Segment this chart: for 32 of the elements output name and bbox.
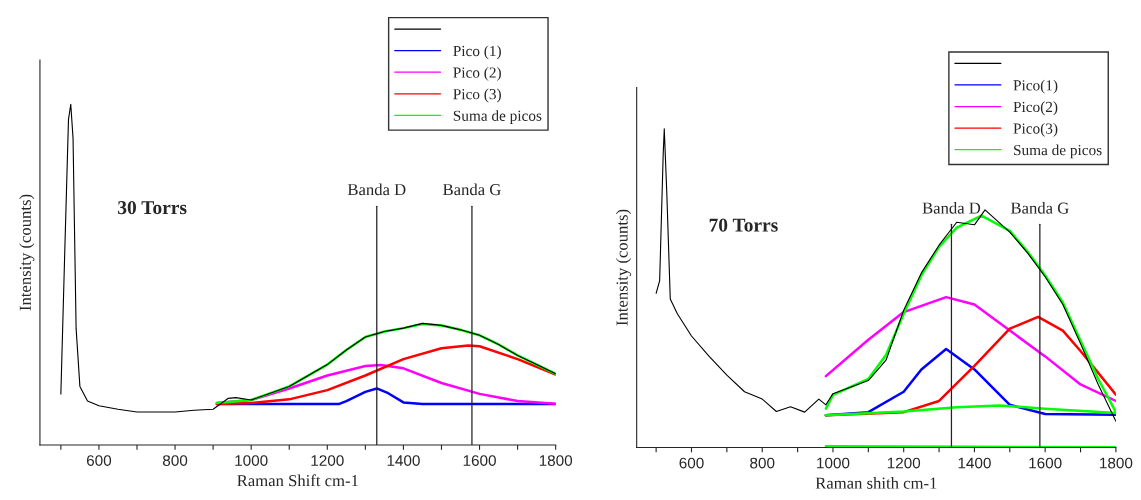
x-tick-label: 1200 (887, 457, 921, 469)
x-tick-label: 800 (162, 455, 188, 466)
legend-label: Pico (3) (453, 88, 501, 103)
x-axis-title: Raman shith cm-1 (815, 477, 937, 489)
x-axis-title: Raman Shift cm-1 (237, 474, 358, 487)
ref-line-label: Banda G (1010, 201, 1069, 214)
ref-line-label: Banda G (443, 183, 501, 196)
legend-label: Pico (2) (453, 66, 501, 81)
x-tick-label: 1000 (235, 455, 268, 466)
x-tick-label: 1800 (1100, 457, 1133, 469)
x-tick-label: 800 (750, 457, 775, 469)
x-tick-label: 1800 (539, 455, 573, 466)
annotation: 30 Torrs (118, 201, 187, 215)
legend-label: Pico(1) (1013, 79, 1058, 94)
legend-label: Pico (1) (453, 45, 501, 60)
x-tick-label: 1400 (958, 457, 991, 469)
y-axis-title: Intensity (counts) (615, 209, 632, 326)
ref-line-label: Banda D (347, 183, 406, 196)
x-tick-label: 600 (86, 455, 112, 466)
x-tick-label: 1600 (1029, 457, 1062, 469)
x-tick-label: 1200 (311, 455, 344, 466)
legend-label: Pico(3) (1013, 122, 1058, 137)
x-tick-label: 1400 (387, 455, 420, 466)
x-tick-label: 600 (679, 457, 704, 469)
x-tick-label: 1600 (463, 455, 496, 466)
y-axis-title: Intensity (counts) (19, 194, 35, 311)
legend-label: Suma de picos (453, 110, 542, 124)
annotation: 70 Torrs (709, 218, 778, 232)
ref-line-label: Banda D (922, 201, 981, 214)
legend-label: Suma de picos (1014, 144, 1102, 159)
x-tick-label: 1000 (817, 457, 850, 469)
legend-label: Pico(2) (1013, 101, 1058, 116)
